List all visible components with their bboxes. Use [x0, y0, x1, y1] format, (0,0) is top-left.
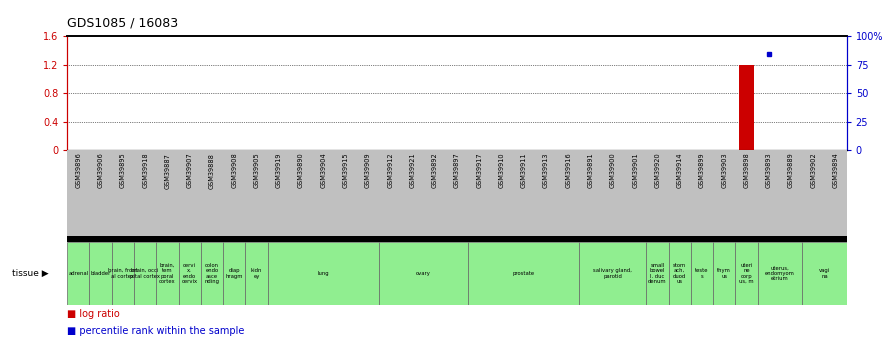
- Text: small
bowel
I. duc
denum: small bowel I. duc denum: [648, 263, 667, 284]
- Text: GSM39899: GSM39899: [699, 152, 705, 188]
- Text: brain,
tem
poral
cortex: brain, tem poral cortex: [159, 263, 176, 284]
- Text: brain, front
al cortex: brain, front al cortex: [108, 268, 138, 279]
- Text: GSM39915: GSM39915: [342, 152, 349, 188]
- Bar: [90, 241, 112, 305]
- Text: GSM39908: GSM39908: [231, 152, 237, 188]
- Text: uteri
ne
corp
us, m: uteri ne corp us, m: [739, 263, 754, 284]
- Text: GSM39892: GSM39892: [432, 152, 437, 188]
- Text: lung: lung: [317, 271, 329, 276]
- Text: GSM39895: GSM39895: [120, 152, 125, 188]
- Text: vagi
na: vagi na: [819, 268, 830, 279]
- Bar: [668, 241, 691, 305]
- Bar: [134, 241, 156, 305]
- Text: bladder: bladder: [90, 271, 111, 276]
- Text: ■ log ratio: ■ log ratio: [67, 309, 120, 319]
- Bar: [802, 241, 847, 305]
- Text: GSM39890: GSM39890: [298, 152, 304, 188]
- Text: GSM39887: GSM39887: [165, 152, 170, 188]
- Text: GSM39898: GSM39898: [744, 152, 749, 188]
- Text: ■ percentile rank within the sample: ■ percentile rank within the sample: [67, 326, 245, 336]
- Text: GSM39905: GSM39905: [254, 152, 260, 188]
- Text: GSM39919: GSM39919: [276, 152, 281, 188]
- Text: GSM39916: GSM39916: [565, 152, 572, 188]
- Text: GSM39913: GSM39913: [543, 152, 549, 188]
- Bar: [156, 241, 178, 305]
- Text: GSM39897: GSM39897: [454, 152, 460, 188]
- Text: GSM39918: GSM39918: [142, 152, 148, 188]
- Text: GSM39907: GSM39907: [186, 152, 193, 188]
- Text: colon
endo
asce
nding: colon endo asce nding: [204, 263, 220, 284]
- Text: salivary gland,
parotid: salivary gland, parotid: [593, 268, 633, 279]
- Text: diap
hragm: diap hragm: [226, 268, 243, 279]
- Bar: [67, 241, 90, 305]
- Text: GSM39921: GSM39921: [409, 152, 416, 188]
- Bar: [112, 241, 134, 305]
- Text: GSM39902: GSM39902: [810, 152, 816, 188]
- Bar: [246, 241, 268, 305]
- Text: GSM39912: GSM39912: [387, 152, 393, 188]
- Bar: [713, 241, 736, 305]
- Text: GSM39903: GSM39903: [721, 152, 728, 188]
- Text: GSM39891: GSM39891: [588, 152, 593, 188]
- Text: kidn
ey: kidn ey: [251, 268, 263, 279]
- Text: GSM39889: GSM39889: [788, 152, 794, 188]
- Text: GDS1085 / 16083: GDS1085 / 16083: [67, 16, 178, 29]
- Text: cervi
x,
endo
cervix: cervi x, endo cervix: [182, 263, 198, 284]
- Text: prostate: prostate: [513, 271, 535, 276]
- Bar: [379, 241, 468, 305]
- Bar: [738, 65, 754, 150]
- Text: GSM39888: GSM39888: [209, 152, 215, 188]
- Text: GSM39893: GSM39893: [766, 152, 771, 188]
- Text: stom
ach,
duod
us: stom ach, duod us: [673, 263, 686, 284]
- Text: GSM39894: GSM39894: [832, 152, 839, 188]
- Bar: [580, 241, 646, 305]
- Bar: [646, 241, 668, 305]
- Text: GSM39901: GSM39901: [633, 152, 638, 188]
- Text: GSM39920: GSM39920: [654, 152, 660, 188]
- Text: teste
s: teste s: [695, 268, 709, 279]
- Bar: [268, 241, 379, 305]
- Text: GSM39917: GSM39917: [477, 152, 482, 188]
- Text: GSM39906: GSM39906: [98, 152, 104, 188]
- Text: brain, occi
pital cortex: brain, occi pital cortex: [130, 268, 160, 279]
- Text: GSM39896: GSM39896: [75, 152, 82, 188]
- Bar: [468, 241, 580, 305]
- Text: GSM39909: GSM39909: [365, 152, 371, 188]
- Text: thym
us: thym us: [718, 268, 731, 279]
- Text: tissue ▶: tissue ▶: [12, 269, 48, 278]
- Text: ovary: ovary: [416, 271, 431, 276]
- Text: adrenal: adrenal: [68, 271, 89, 276]
- Bar: [223, 241, 246, 305]
- Bar: [758, 241, 802, 305]
- Bar: [201, 241, 223, 305]
- Text: GSM39900: GSM39900: [610, 152, 616, 188]
- Text: GSM39904: GSM39904: [321, 152, 326, 188]
- Text: GSM39914: GSM39914: [676, 152, 683, 188]
- Text: GSM39911: GSM39911: [521, 152, 527, 188]
- Text: GSM39910: GSM39910: [498, 152, 504, 188]
- Bar: [736, 241, 758, 305]
- Bar: [691, 241, 713, 305]
- Text: uterus,
endomyom
etrium: uterus, endomyom etrium: [765, 266, 795, 281]
- Bar: [178, 241, 201, 305]
